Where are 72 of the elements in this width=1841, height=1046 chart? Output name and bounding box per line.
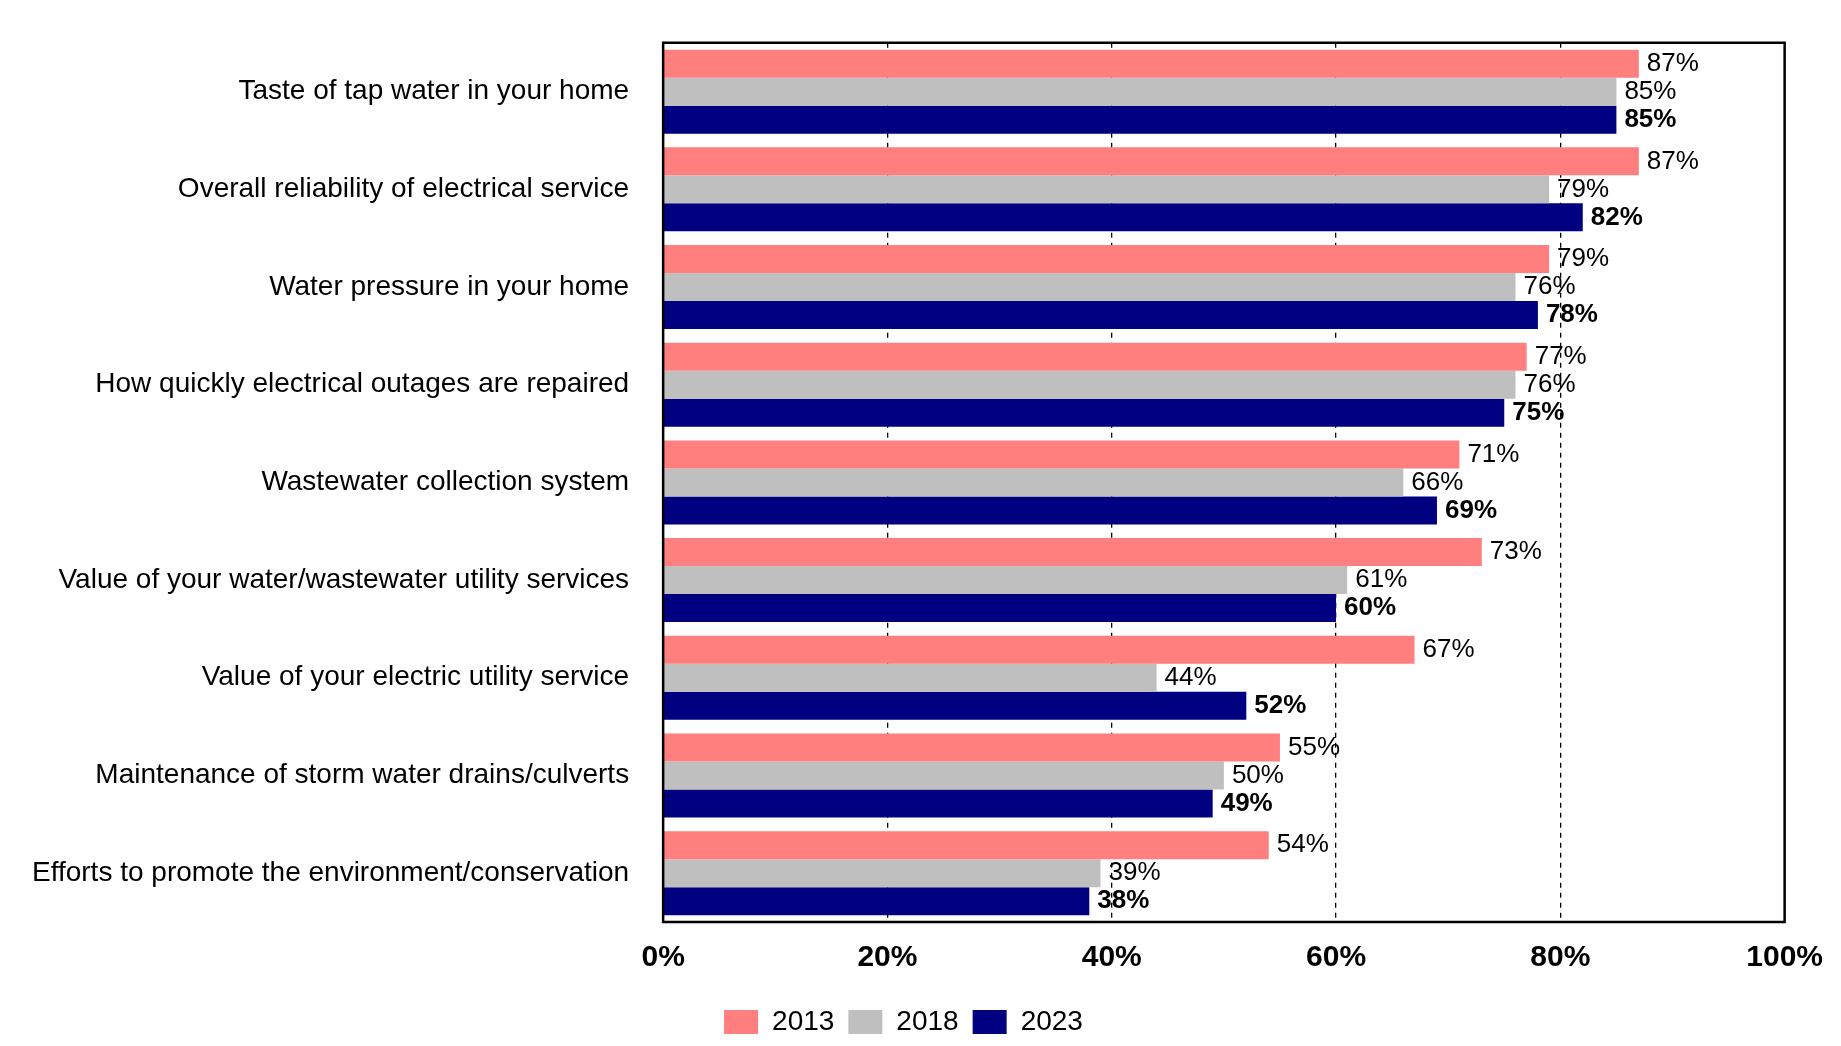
bar — [663, 245, 1550, 274]
bar — [663, 370, 1516, 399]
bar — [663, 761, 1224, 790]
bar — [663, 635, 1415, 664]
data-label: 76% — [1523, 367, 1576, 398]
bar — [663, 49, 1639, 78]
data-label: 76% — [1523, 270, 1576, 301]
y-tick-label: Water pressure in your home — [269, 269, 630, 301]
bar — [663, 538, 1482, 567]
data-label: 75% — [1512, 395, 1565, 426]
data-label: 69% — [1444, 493, 1498, 524]
x-tick-label: 60% — [1306, 939, 1367, 973]
data-label: 60% — [1344, 591, 1397, 622]
x-tick-label: 100% — [1746, 939, 1823, 973]
data-label: 85% — [1624, 102, 1677, 133]
y-tick-label: Efforts to promote the environment/conservation — [31, 855, 630, 887]
y-tick-label: Value of your electric utility service — [201, 660, 630, 692]
data-label: 52% — [1254, 688, 1307, 719]
bar — [663, 887, 1090, 916]
data-label: 85% — [1624, 74, 1677, 105]
data-label: 61% — [1355, 563, 1408, 594]
bar — [663, 203, 1583, 232]
bar — [663, 663, 1157, 692]
y-tick-label: Taste of tap water in your home — [238, 74, 630, 106]
bar — [663, 691, 1247, 720]
data-label: 50% — [1231, 758, 1284, 789]
bar — [663, 468, 1404, 497]
data-label: 71% — [1467, 437, 1520, 468]
y-tick-label: Overall reliability of electrical service — [177, 172, 630, 204]
data-label: 79% — [1557, 172, 1610, 203]
data-label: 78% — [1545, 298, 1598, 329]
bar — [663, 342, 1527, 371]
y-tick-label: Wastewater collection system — [261, 465, 630, 497]
bar — [663, 831, 1269, 860]
bar — [663, 733, 1280, 762]
legend-label: 2013 — [772, 1004, 835, 1036]
bar — [663, 105, 1617, 134]
data-label: 38% — [1097, 884, 1150, 915]
bar — [663, 789, 1213, 818]
bar — [663, 496, 1437, 525]
x-tick-label: 40% — [1081, 939, 1142, 973]
legend-label: 2023 — [1020, 1004, 1083, 1036]
data-label: 54% — [1276, 828, 1329, 859]
bar — [663, 147, 1639, 176]
bar — [663, 301, 1538, 330]
bar — [663, 175, 1550, 204]
x-tick-label: 80% — [1530, 939, 1591, 973]
y-tick-label: Value of your water/wastewater utility services — [58, 562, 630, 594]
bar — [663, 566, 1348, 595]
data-label: 82% — [1590, 200, 1643, 231]
data-label: 49% — [1220, 786, 1273, 817]
bar — [663, 398, 1505, 427]
y-tick-label: Maintenance of storm water drains/culverts — [95, 758, 630, 790]
data-label: 44% — [1164, 660, 1217, 691]
bar — [663, 273, 1516, 302]
bar — [663, 594, 1337, 623]
data-label: 73% — [1489, 535, 1542, 566]
y-tick-label: How quickly electrical outages are repaired — [95, 367, 630, 399]
legend-label: 2018 — [896, 1004, 959, 1036]
bar — [663, 440, 1460, 469]
data-label: 77% — [1534, 339, 1587, 370]
data-label: 55% — [1287, 730, 1341, 761]
data-label: 39% — [1108, 856, 1161, 887]
x-tick-label: 0% — [641, 939, 685, 973]
data-label: 87% — [1646, 144, 1699, 175]
data-label: 66% — [1411, 465, 1464, 496]
data-label: 79% — [1557, 242, 1610, 273]
bar — [663, 859, 1101, 888]
data-label: 87% — [1646, 46, 1699, 77]
x-tick-label: 20% — [857, 939, 918, 973]
data-label: 67% — [1422, 632, 1475, 663]
bar — [663, 77, 1617, 106]
